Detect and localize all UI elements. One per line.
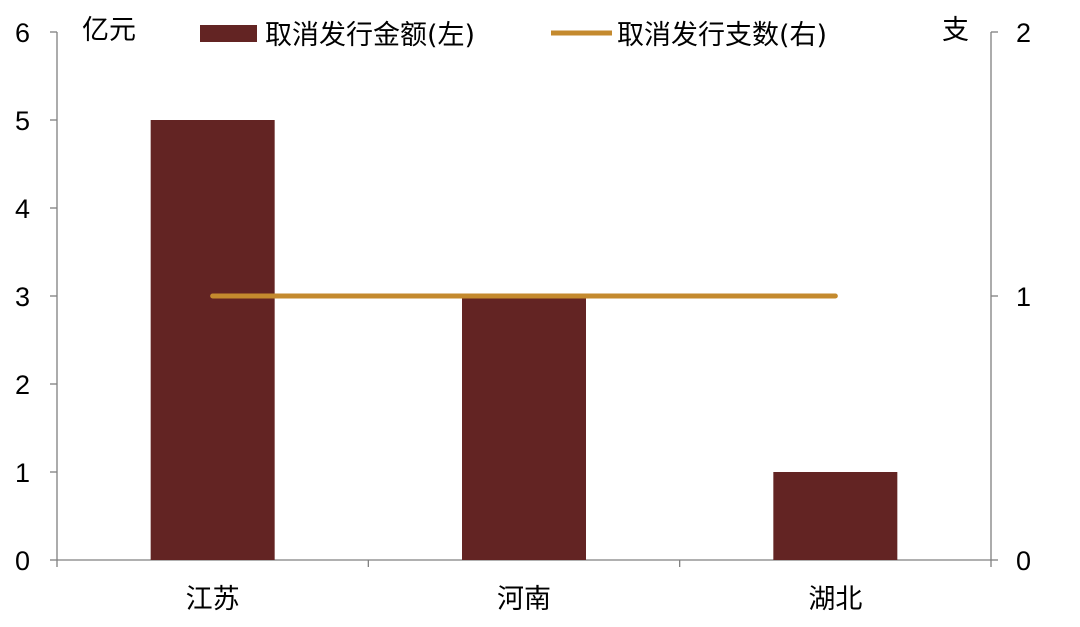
left-tick-label: 3 (15, 282, 30, 312)
right-tick-label: 2 (1016, 18, 1031, 48)
axes: 0 1 2 3 4 5 6 0 1 2 江苏 河南 湖北 (15, 18, 1031, 615)
left-tick-label: 5 (15, 106, 30, 136)
right-tick-label: 0 (1016, 546, 1031, 576)
left-tick-label: 2 (15, 370, 30, 400)
bar (462, 296, 586, 560)
left-tick-label: 6 (15, 18, 30, 48)
right-axis-unit: 支 (942, 15, 969, 46)
x-tick-label: 湖北 (808, 584, 862, 615)
legend-line-label: 取消发行支数(右) (617, 20, 827, 51)
left-tick-label: 1 (15, 458, 30, 488)
bar (150, 120, 275, 560)
legend-bar-label: 取消发行金额(左) (265, 20, 475, 51)
left-axis-unit: 亿元 (82, 15, 136, 46)
axis-labels: 亿元 支 (82, 15, 969, 46)
x-tick-label: 江苏 (186, 584, 240, 615)
right-tick-label: 1 (1016, 282, 1031, 312)
legend: 取消发行金额(左) 取消发行支数(右) (200, 20, 827, 51)
bar (773, 472, 898, 560)
legend-bar-swatch (200, 25, 257, 42)
left-tick-label: 4 (15, 194, 30, 224)
x-tick-label: 河南 (497, 584, 551, 615)
bar-series (150, 120, 898, 560)
left-tick-label: 0 (15, 546, 30, 576)
